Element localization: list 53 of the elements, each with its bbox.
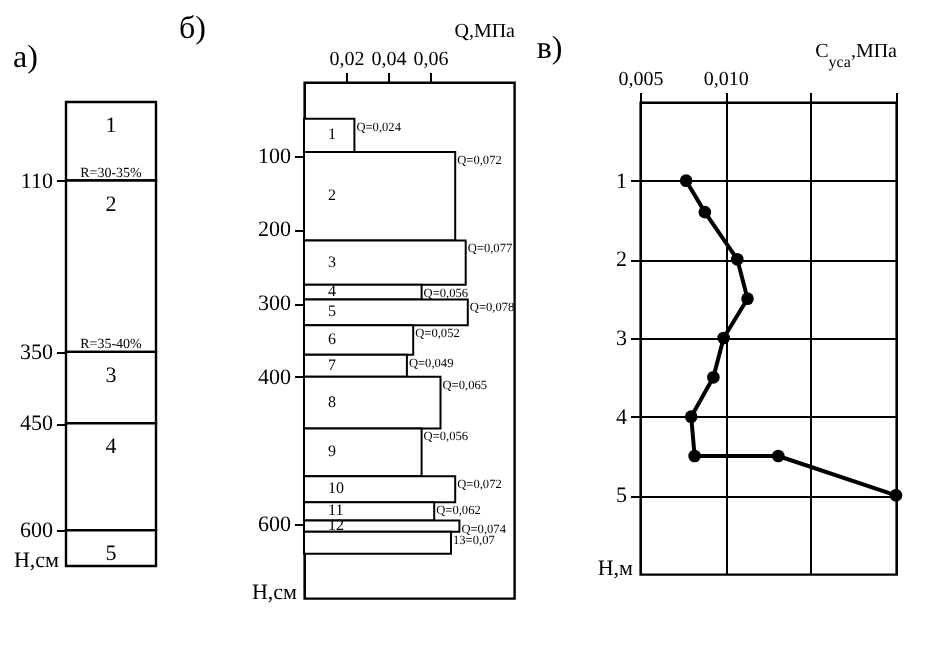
point <box>688 449 701 463</box>
x-tick-label: 0,010 <box>703 69 749 91</box>
y-tick-label: 300 <box>258 292 292 317</box>
y-tick-label: 4 <box>616 405 628 430</box>
series-label: 4 <box>105 435 118 460</box>
annotation: 7 <box>328 355 336 374</box>
y-tick-label: 600 <box>258 513 292 538</box>
y-axis-title: Н,м <box>597 557 634 581</box>
chart-title: а) <box>12 40 38 75</box>
series-label: 1 <box>105 114 117 138</box>
annotation: 10 <box>328 479 344 498</box>
annotation: 2 <box>328 186 336 205</box>
point <box>684 410 698 423</box>
point <box>717 331 730 345</box>
chart-title: в) <box>536 32 563 66</box>
point <box>730 253 744 266</box>
y-axis-title: H,см <box>13 549 60 573</box>
annotation: 4 <box>328 282 336 301</box>
series-label: 5 <box>105 542 118 567</box>
y-tick-label: 100 <box>258 144 292 169</box>
x-tick-label: 0,02 <box>329 49 365 71</box>
x-axis-title: Q,МПа <box>454 21 517 43</box>
annotation: 3 <box>328 252 336 271</box>
point <box>741 292 754 305</box>
point <box>679 174 693 187</box>
y-tick-label: 110 <box>20 169 54 194</box>
chart-title: б) <box>178 12 206 46</box>
series-label: 3 <box>105 363 118 388</box>
y-tick-label: 450 <box>20 412 54 437</box>
point <box>889 489 903 502</box>
y-tick-label: 3 <box>616 327 628 351</box>
x-tick-label: 0,06 <box>413 49 449 71</box>
point <box>698 205 712 219</box>
y-tick-label: 400 <box>258 365 292 390</box>
y-axis-title: Н,см <box>251 581 298 605</box>
point <box>771 449 785 463</box>
x-tick-label: 0,04 <box>371 49 407 71</box>
x-tick-label: 0,005 <box>618 69 664 91</box>
annotation: 8 <box>328 392 336 411</box>
annotation: 9 <box>328 442 336 461</box>
y-tick-label: 350 <box>20 340 54 365</box>
y-tick-label: 200 <box>258 218 292 243</box>
annotation: 5 <box>328 302 336 321</box>
annotation: 6 <box>328 330 336 348</box>
y-tick-label: 5 <box>616 484 628 509</box>
y-tick-label: 1 <box>616 169 627 194</box>
annotation: 1 <box>328 125 336 144</box>
y-tick-label: 600 <box>20 519 54 544</box>
series-label: 2 <box>105 192 117 217</box>
annotation: 11 <box>328 501 344 520</box>
y-tick-label: 2 <box>616 248 627 273</box>
x-axis-title: C$_{уса}$,МПа <box>815 41 899 70</box>
point <box>707 371 720 384</box>
